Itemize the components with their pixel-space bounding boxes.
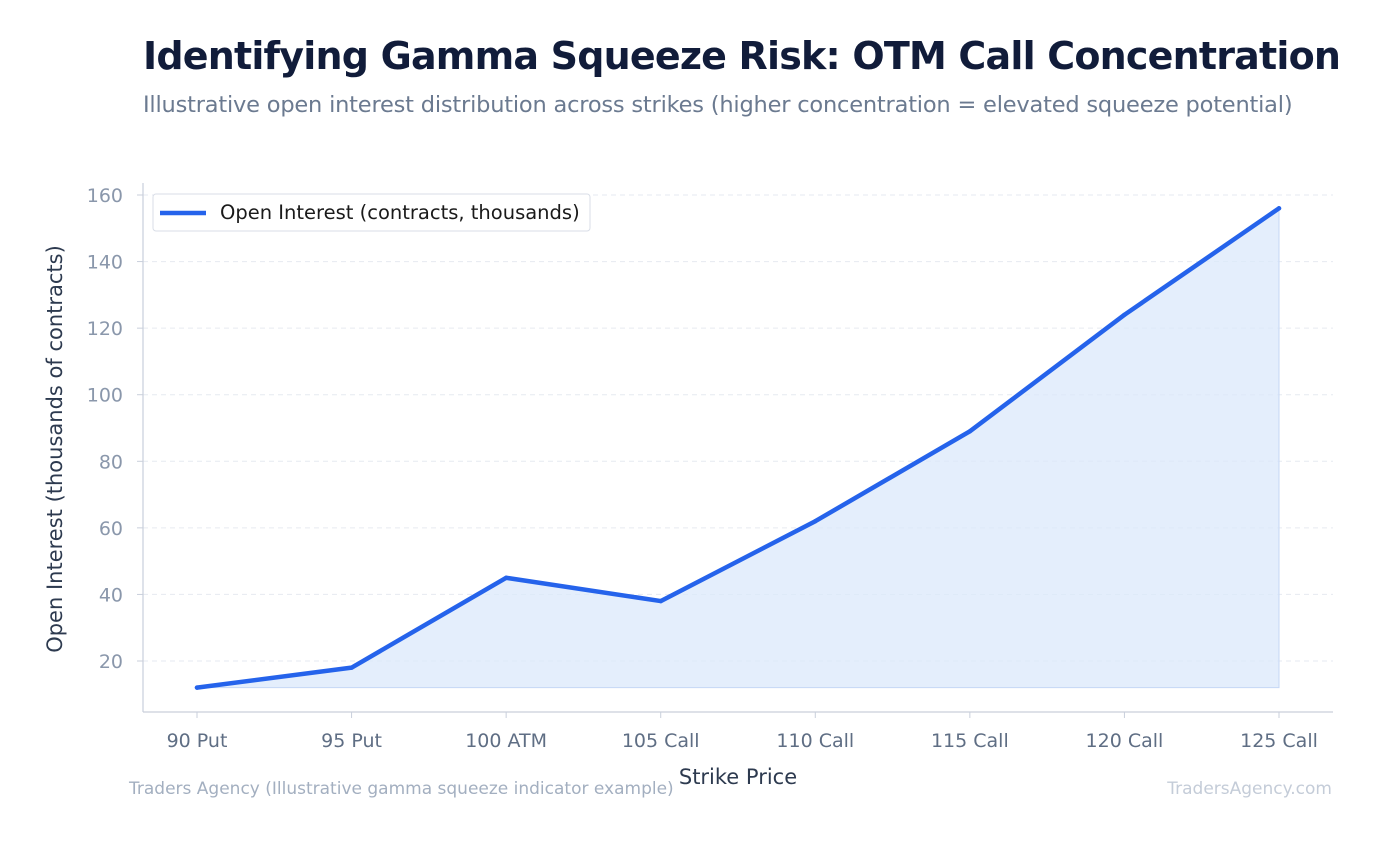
y-tick-label: 60 [99,518,123,540]
data-point-90-put [194,685,200,690]
y-tick-labels: 20 40 60 80 100 120 140 160 [87,185,143,673]
source-note: Traders Agency (Illustrative gamma squee… [129,779,674,799]
x-tick-label: 115 Call [931,730,1009,752]
y-tick-label: 20 [99,651,123,673]
x-tick-label: 90 Put [167,730,228,752]
x-tick-label: 105 Call [622,730,700,752]
watermark: TradersAgency.com [1167,779,1332,799]
y-tick-label: 80 [99,451,123,473]
y-axis-label: Open Interest (thousands of contracts) [43,245,67,653]
x-tick-label: 120 Call [1086,730,1164,752]
chart-subtitle: Illustrative open interest distribution … [143,92,1293,118]
data-point-125-call [1276,206,1282,211]
y-tick-label: 160 [87,185,123,207]
y-tick-label: 140 [87,252,123,274]
data-point-105-call [658,598,663,604]
series-line [194,206,1282,690]
series-area-fill [196,207,1280,689]
x-tick-labels: 90 Put 95 Put 100 ATM 105 Call 110 Call 115 C… [167,712,1318,752]
x-tick-label: 95 Put [321,730,382,752]
x-tick-label: 125 Call [1240,730,1318,752]
legend-label: Open Interest (contracts, thousands) [220,201,580,224]
axes [142,183,1333,713]
data-point-115-call [967,429,973,434]
chart-title: Identifying Gamma Squeeze Risk: OTM Call… [143,34,1341,78]
y-tick-label: 100 [87,385,123,407]
x-tick-label: 100 ATM [465,730,547,752]
data-point-110-call [813,519,818,524]
data-point-100-atm [503,575,509,580]
data-point-120-call [1122,312,1127,318]
y-tick-label: 40 [99,584,123,606]
x-axis-label: Strike Price [679,765,797,789]
data-point-95-put [349,665,354,670]
legend: Open Interest (contracts, thousands) [152,193,591,232]
data-points [194,206,1282,690]
x-tick-label: 110 Call [776,730,854,752]
y-tick-label: 120 [87,318,123,340]
legend-box [152,193,591,232]
